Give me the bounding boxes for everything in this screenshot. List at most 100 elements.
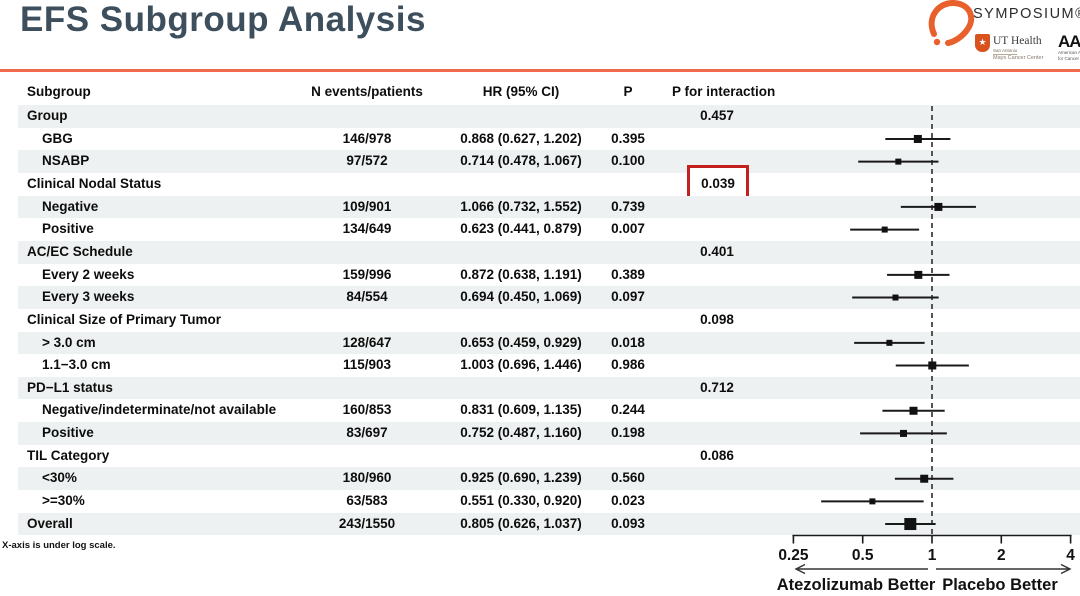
sabcs-swoosh-logo bbox=[928, 0, 975, 46]
symposium-wordmark: SYMPOSIUM® bbox=[973, 6, 1080, 22]
log-scale-footnote: X-axis is under log scale. bbox=[2, 540, 116, 551]
events-patients-cell: 160/853 bbox=[342, 402, 392, 418]
header-p-interaction: P for interaction bbox=[672, 84, 776, 99]
ut-health-city: San Antonio bbox=[993, 48, 1018, 55]
p-interaction-cell: 0.457 bbox=[700, 108, 734, 123]
p-value-cell: 0.395 bbox=[611, 130, 645, 146]
p-value-cell: 0.986 bbox=[611, 357, 645, 373]
subgroup-cell: Positive bbox=[42, 221, 94, 237]
hr-ci-cell: 0.868 (0.627, 1.202) bbox=[460, 130, 582, 146]
hr-ci-cell: 0.551 (0.330, 0.920) bbox=[460, 493, 582, 509]
page-title: EFS Subgroup Analysis bbox=[20, 0, 426, 39]
subgroup-cell: Positive bbox=[42, 425, 94, 441]
header-subgroup: Subgroup bbox=[27, 84, 91, 99]
events-patients-cell: 109/901 bbox=[342, 198, 392, 214]
subgroup-cell: 1.1−3.0 cm bbox=[42, 357, 111, 373]
subgroup-cell: TIL Category bbox=[27, 447, 110, 463]
table-row: Group 0.457 bbox=[18, 105, 1080, 128]
table-row: NSABP 97/572 0.714 (0.478, 1.067) 0.100 bbox=[18, 150, 1080, 173]
ut-health-wordmark: UT Health bbox=[993, 35, 1042, 47]
table-row: Clinical Size of Primary Tumor 0.098 bbox=[0, 309, 1080, 332]
subgroup-cell: NSABP bbox=[42, 153, 90, 169]
p-value-cell: 0.093 bbox=[611, 515, 645, 531]
p-interaction-cell: 0.098 bbox=[700, 311, 734, 327]
events-patients-cell: 97/572 bbox=[346, 153, 388, 169]
events-patients-cell: 84/554 bbox=[346, 289, 388, 305]
table-row: Every 3 weeks 84/554 0.694 (0.450, 1.069) 0… bbox=[18, 286, 1080, 309]
subgroup-cell: Every 2 weeks bbox=[42, 266, 135, 282]
hr-ci-cell: 0.925 (0.690, 1.239) bbox=[460, 470, 582, 486]
subgroup-cell: Every 3 weeks bbox=[42, 289, 135, 305]
p-value-cell: 0.097 bbox=[611, 289, 645, 305]
subgroup-cell: PD−L1 status bbox=[27, 379, 113, 395]
table-row: GBG 146/978 0.868 (0.627, 1.202) 0.395 bbox=[0, 128, 1080, 151]
hr-ci-cell: 0.714 (0.478, 1.067) bbox=[460, 153, 582, 169]
hr-ci-cell: 0.805 (0.626, 1.037) bbox=[460, 515, 582, 531]
hr-ci-cell: 0.872 (0.638, 1.191) bbox=[460, 266, 582, 282]
events-patients-cell: 134/649 bbox=[342, 221, 392, 237]
table-row: Positive 83/697 0.752 (0.487, 1.160) 0.198 bbox=[18, 422, 1080, 445]
subgroup-cell: Negative bbox=[42, 198, 99, 214]
p-interaction-cell: 0.712 bbox=[700, 379, 734, 395]
subgroup-cell: GBG bbox=[42, 130, 73, 146]
subgroup-cell: Overall bbox=[27, 515, 73, 531]
table-row: Clinical Nodal Status 0.039 bbox=[0, 164, 1080, 203]
subgroup-cell: AC/EC Schedule bbox=[27, 243, 133, 259]
p-value-cell: 0.007 bbox=[611, 221, 645, 237]
table-row: >=30% 63/583 0.551 (0.330, 0.920) 0.023 bbox=[0, 490, 1080, 513]
subgroup-cell: Group bbox=[27, 108, 68, 123]
table-row: PD−L1 status 0.712 bbox=[18, 376, 1080, 400]
events-patients-cell: 63/583 bbox=[346, 493, 388, 509]
p-interaction-cell: 0.401 bbox=[700, 243, 734, 259]
p-interaction-cell: 0.086 bbox=[700, 447, 734, 463]
p-value-cell: 0.560 bbox=[611, 470, 645, 486]
table-row: <30% 180/960 0.925 (0.690, 1.239) 0.560 bbox=[18, 467, 1080, 491]
hr-ci-cell: 0.653 (0.459, 0.929) bbox=[460, 334, 582, 350]
table-row: Positive 134/649 0.623 (0.441, 0.879) 0.007 bbox=[0, 218, 1080, 241]
aacr-subline-2: for Cancer bbox=[1058, 55, 1080, 61]
table-row: TIL Category 0.086 bbox=[0, 445, 1080, 468]
events-patients-cell: 159/996 bbox=[342, 266, 392, 282]
events-patients-cell: 180/960 bbox=[342, 470, 392, 486]
header-hr-ci: HR (95% CI) bbox=[482, 84, 560, 99]
header-logos: SYMPOSIUM® ★ UT Health San Antonio Mays … bbox=[920, 0, 1080, 66]
table-row: AC/EC Schedule 0.401 bbox=[18, 240, 1080, 264]
table-row: Negative/indeterminate/not available 160/… bbox=[0, 399, 1080, 422]
subgroup-cell: > 3.0 cm bbox=[42, 334, 96, 350]
p-value-cell: 0.739 bbox=[611, 198, 645, 214]
hr-ci-cell: 0.694 (0.450, 1.069) bbox=[460, 289, 582, 305]
events-patients-cell: 128/647 bbox=[342, 334, 392, 350]
table-header-row: Subgroup N events/patients HR (95% CI) P P f… bbox=[0, 84, 1080, 105]
hr-ci-cell: 1.003 (0.696, 1.446) bbox=[460, 357, 582, 373]
subgroup-cell: <30% bbox=[42, 470, 77, 486]
subgroup-cell: Clinical Nodal Status bbox=[27, 175, 162, 191]
ut-health-center: Mays Cancer Center bbox=[993, 55, 1044, 61]
header-events: N events/patients bbox=[311, 84, 423, 99]
hr-ci-cell: 0.831 (0.609, 1.135) bbox=[460, 402, 582, 418]
events-patients-cell: 243/1550 bbox=[338, 515, 396, 531]
events-patients-cell: 146/978 bbox=[342, 130, 392, 146]
hr-ci-cell: 0.623 (0.441, 0.879) bbox=[460, 221, 582, 237]
table-row: Negative 109/901 1.066 (0.732, 1.552) 0.739 bbox=[18, 195, 1080, 219]
p-value-cell: 0.244 bbox=[611, 402, 645, 418]
hr-ci-cell: 0.752 (0.487, 1.160) bbox=[460, 425, 582, 441]
p-value-cell: 0.018 bbox=[611, 334, 645, 350]
subgroup-cell: >=30% bbox=[42, 493, 85, 509]
aacr-wordmark: AACR bbox=[1058, 32, 1080, 51]
hr-ci-cell: 1.066 (0.732, 1.552) bbox=[460, 198, 582, 214]
events-patients-cell: 115/903 bbox=[342, 357, 392, 373]
events-patients-cell: 83/697 bbox=[346, 425, 388, 441]
subgroup-cell: Clinical Size of Primary Tumor bbox=[27, 311, 222, 327]
table-row: 1.1−3.0 cm 115/903 1.003 (0.696, 1.446) 0.9… bbox=[0, 354, 1080, 377]
aacr-subline-1: American A bbox=[1058, 50, 1080, 55]
subgroup-cell: Negative/indeterminate/not available bbox=[42, 402, 277, 418]
table-row: Every 2 weeks 159/996 0.872 (0.638, 1.191)… bbox=[0, 264, 1080, 287]
p-value-cell: 0.198 bbox=[611, 425, 645, 441]
p-value-cell: 0.023 bbox=[611, 493, 645, 509]
ut-health-shield-icon: ★ bbox=[975, 34, 990, 52]
accent-divider bbox=[0, 69, 1080, 72]
p-value-cell: 0.389 bbox=[611, 266, 645, 282]
aacr-logo: AACR American A for Cancer bbox=[1058, 32, 1080, 61]
